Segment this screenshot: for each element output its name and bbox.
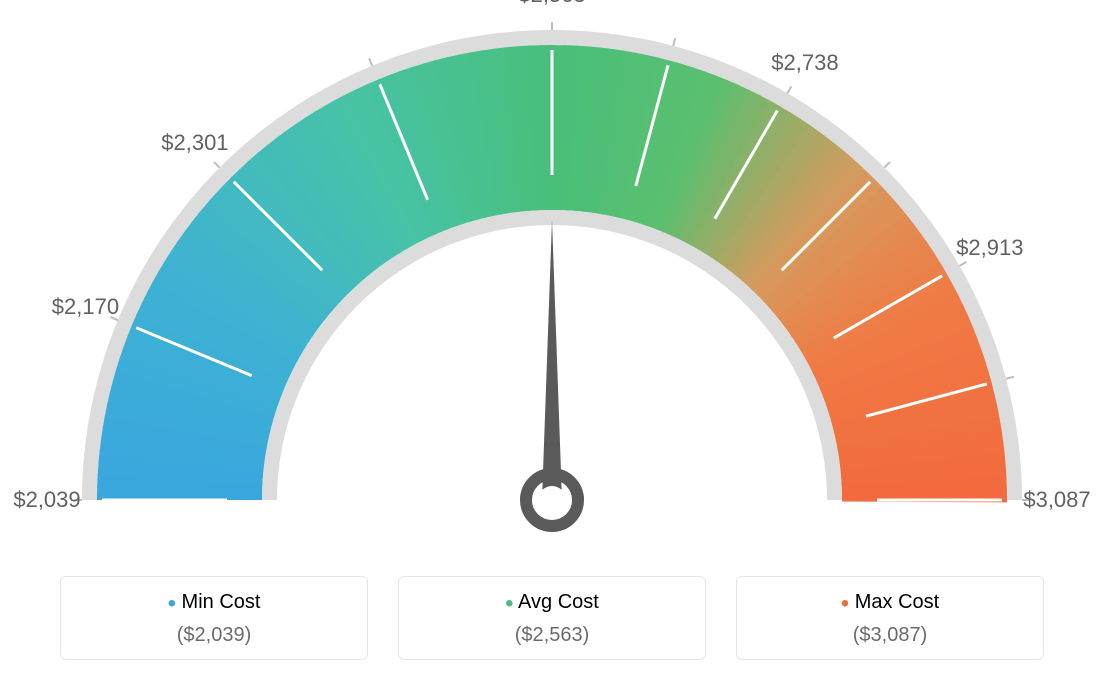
legend-label-min: Min Cost [182, 591, 261, 613]
gauge-tick-label: $3,087 [1023, 487, 1090, 513]
legend-card-avg: • Avg Cost ($2,563) [398, 576, 706, 660]
gauge-tick-label: $2,301 [161, 130, 228, 156]
legend-dot-max: • [841, 590, 849, 617]
legend-title-avg: • Avg Cost [409, 591, 695, 614]
legend-card-min: • Min Cost ($2,039) [60, 576, 368, 660]
cost-gauge-container: $2,039 $2,170 $2,301 $2,563 $2,738 $2,913 $3,0… [0, 0, 1104, 690]
gauge-tick-label: $2,563 [518, 0, 585, 8]
gauge-tick-label: $2,913 [956, 235, 1023, 261]
legend-title-min: • Min Cost [71, 591, 357, 614]
legend-value-avg: ($2,563) [409, 624, 695, 647]
legend-value-min: ($2,039) [71, 624, 357, 647]
legend-title-max: • Max Cost [747, 591, 1033, 614]
gauge-chart: $2,039 $2,170 $2,301 $2,563 $2,738 $2,913 $3,0… [0, 0, 1104, 550]
legend-dot-avg: • [505, 590, 513, 617]
gauge-svg [0, 0, 1104, 560]
legend-label-avg: Avg Cost [518, 591, 599, 613]
legend-label-max: Max Cost [855, 591, 939, 613]
gauge-tick-label: $2,170 [52, 294, 119, 320]
legend-value-max: ($3,087) [747, 624, 1033, 647]
legend-row: • Min Cost ($2,039) • Avg Cost ($2,563) … [60, 576, 1044, 660]
gauge-tick-label: $2,738 [771, 50, 838, 76]
legend-card-max: • Max Cost ($3,087) [736, 576, 1044, 660]
legend-dot-min: • [168, 590, 176, 617]
gauge-tick-label: $2,039 [13, 487, 80, 513]
